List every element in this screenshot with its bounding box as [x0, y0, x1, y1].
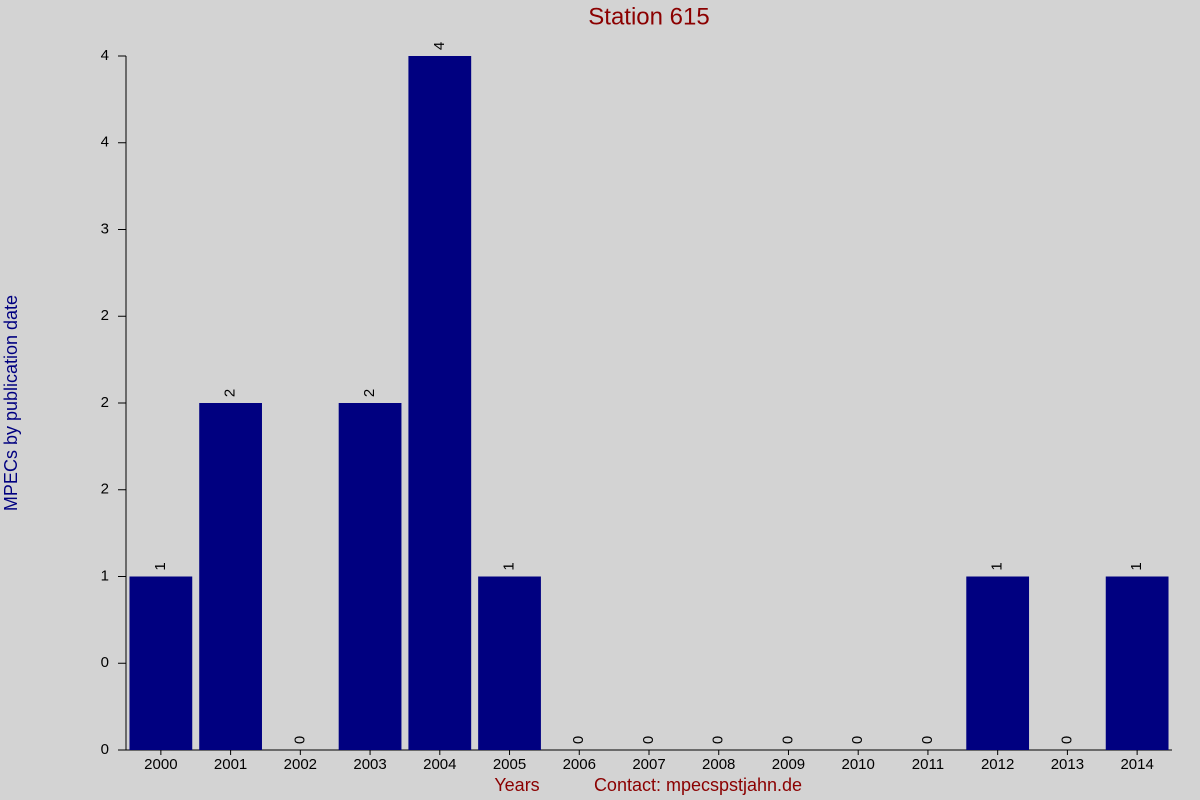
x-tick-label: 2006 — [563, 756, 596, 773]
y-axis-label: MPECs by publication date — [1, 295, 21, 511]
data-label: 0 — [640, 736, 657, 744]
data-label: 1 — [501, 562, 518, 570]
y-tick-label: 0 — [101, 741, 109, 758]
contact: Contact: mpecspstjahn.de — [594, 775, 802, 795]
data-label: 0 — [1058, 736, 1075, 744]
x-tick-label: 2005 — [493, 756, 526, 773]
x-tick-label: 2011 — [912, 756, 944, 773]
y-tick-label: 2 — [101, 481, 109, 498]
x-tick-label: 2002 — [284, 756, 317, 773]
y-tick-label: 4 — [101, 134, 109, 151]
x-tick-label: 2014 — [1120, 756, 1153, 773]
x-tick-label: 2001 — [214, 756, 247, 773]
x-tick-label: 2012 — [981, 756, 1014, 773]
x-tick-label: 2003 — [353, 756, 386, 773]
bar — [199, 403, 262, 750]
data-label: 0 — [919, 736, 936, 744]
x-tick-label: 2008 — [702, 756, 735, 773]
data-label: 0 — [710, 736, 727, 744]
y-tick-label: 2 — [101, 394, 109, 411]
y-tick-label: 4 — [101, 47, 109, 64]
y-tick-label: 2 — [101, 307, 109, 324]
chart-title: Station 615 — [588, 3, 709, 30]
bar — [478, 576, 541, 750]
data-label: 4 — [431, 42, 448, 50]
data-label: 0 — [570, 736, 587, 744]
bar — [408, 56, 472, 750]
x-tick-label: 2004 — [423, 756, 456, 773]
x-tick-label: 2009 — [772, 756, 805, 773]
bar — [338, 403, 402, 750]
data-label: 1 — [1128, 562, 1145, 570]
x-tick-label: 2007 — [632, 756, 665, 773]
bar — [129, 576, 193, 750]
data-label: 1 — [152, 562, 169, 570]
x-tick-label: 2013 — [1051, 756, 1084, 773]
data-label: 1 — [989, 562, 1006, 570]
data-label: 0 — [779, 736, 796, 744]
bar — [1105, 576, 1169, 750]
y-tick-label: 1 — [101, 567, 109, 584]
y-tick-label: 3 — [101, 220, 109, 237]
data-label: 0 — [291, 736, 308, 744]
y-tick-label: 0 — [101, 654, 109, 671]
x-axis-label: Years — [494, 775, 539, 795]
data-label: 0 — [849, 736, 866, 744]
data-label: 2 — [222, 389, 239, 397]
x-tick-label: 2010 — [842, 756, 875, 773]
x-tick-label: 2000 — [144, 756, 177, 773]
bar — [966, 576, 1030, 750]
data-label: 2 — [361, 389, 378, 397]
